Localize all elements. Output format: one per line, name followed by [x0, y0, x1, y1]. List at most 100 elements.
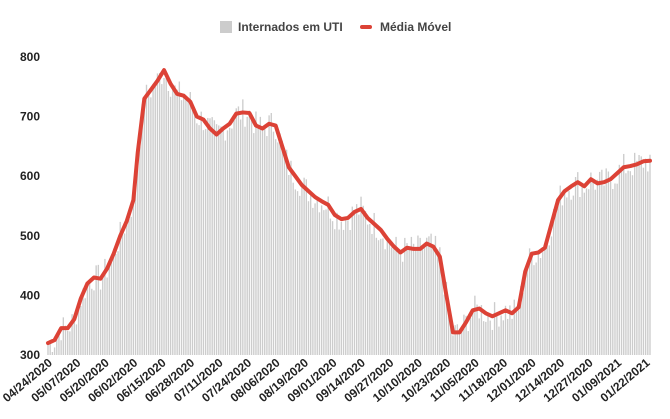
- icu-bar: [436, 249, 439, 355]
- icu-bar: [176, 89, 178, 355]
- icu-bar: [266, 136, 268, 355]
- icu-bar: [478, 318, 480, 355]
- icu-bar: [193, 113, 196, 356]
- icu-bar: [198, 125, 200, 355]
- legend: Internados em UTI Média Móvel: [0, 20, 670, 38]
- icu-bar: [53, 347, 56, 355]
- icu-bar: [121, 232, 124, 355]
- icu-bar: [235, 108, 237, 355]
- icu-bar: [224, 140, 226, 355]
- icu-bar: [504, 305, 507, 355]
- icu-bar: [312, 207, 314, 355]
- icu-bar: [520, 285, 522, 355]
- icu-bar: [649, 154, 651, 355]
- legend-label-line: Média Móvel: [380, 20, 452, 34]
- icu-bar: [106, 277, 108, 355]
- icu-bar: [274, 139, 277, 355]
- icu-bar: [524, 276, 526, 355]
- icu-bar: [130, 216, 132, 355]
- icu-bar: [634, 152, 636, 355]
- icu-bar: [172, 89, 174, 356]
- icu-bar: [255, 111, 257, 355]
- icu-bar: [200, 111, 202, 355]
- icu-bar: [605, 168, 607, 355]
- icu-bar: [161, 84, 163, 355]
- icu-bar: [428, 236, 430, 355]
- icu-bar: [349, 230, 351, 355]
- icu-bar: [382, 238, 384, 355]
- icu-bar: [647, 171, 649, 355]
- icu-bar: [303, 177, 305, 355]
- icu-bar: [397, 249, 399, 355]
- icu-bar: [294, 189, 297, 355]
- icu-bar: [640, 156, 642, 355]
- icu-bar: [629, 171, 631, 355]
- icu-bar: [257, 127, 259, 355]
- icu-bar: [377, 240, 380, 355]
- icu-bar: [113, 248, 115, 355]
- icu-bar: [491, 329, 494, 355]
- icu-bar: [180, 100, 183, 356]
- icu-bar: [623, 153, 625, 355]
- icu-bar: [316, 198, 318, 355]
- icu-bar: [614, 183, 616, 355]
- icu-bar: [366, 224, 369, 355]
- icu-bar: [123, 233, 126, 355]
- icu-bar: [476, 304, 478, 355]
- icu-bar: [603, 185, 605, 355]
- icu-bar: [307, 201, 310, 355]
- icu-bar: [183, 97, 185, 355]
- icu-bar: [548, 245, 550, 355]
- icu-bar: [288, 174, 290, 355]
- icu-bar: [75, 324, 78, 355]
- icu-bar: [555, 209, 557, 355]
- icu-bar: [620, 166, 623, 355]
- icu-bar: [156, 73, 159, 356]
- icu-bar: [577, 172, 579, 355]
- icu-bar: [384, 249, 386, 355]
- icu-bar: [598, 171, 601, 355]
- icu-bar: [642, 167, 645, 355]
- icu-bar: [84, 298, 86, 355]
- icu-bar: [443, 294, 445, 355]
- icu-bar: [108, 265, 110, 355]
- icu-bar: [596, 179, 599, 355]
- icu-bar: [143, 106, 145, 355]
- icu-bar: [264, 127, 266, 355]
- icu-bar: [507, 318, 509, 355]
- icu-bar: [395, 236, 397, 355]
- icu-bar: [285, 149, 288, 355]
- icu-bar: [202, 130, 205, 355]
- icu-bar: [336, 212, 338, 355]
- icu-bar: [67, 330, 69, 355]
- icu-bar: [239, 119, 242, 355]
- icu-bar: [301, 184, 303, 355]
- icu-bar: [56, 337, 58, 355]
- legend-label-bars: Internados em UTI: [238, 20, 343, 34]
- icu-bar: [213, 120, 216, 355]
- icu-bar: [515, 306, 518, 355]
- icu-bar: [612, 189, 614, 355]
- icu-bar: [631, 175, 634, 355]
- icu-bar: [467, 331, 469, 355]
- icu-bar: [49, 340, 51, 355]
- icu-bar: [115, 253, 117, 355]
- icu-bar: [178, 81, 181, 355]
- icu-bar: [445, 281, 448, 355]
- icu-bar: [69, 331, 71, 355]
- icu-bar: [187, 101, 189, 356]
- icu-bar: [454, 325, 456, 355]
- icu-bar: [281, 140, 283, 355]
- icu-bar: [493, 302, 496, 355]
- icu-bar: [542, 252, 544, 355]
- icu-bar: [511, 318, 513, 355]
- icu-bar: [388, 243, 391, 355]
- icu-bar: [233, 120, 235, 355]
- legend-swatch-bars: [220, 21, 232, 33]
- icu-bar: [207, 117, 209, 355]
- icu-bar: [248, 110, 251, 355]
- icu-bar: [250, 118, 253, 355]
- icu-bar: [104, 258, 106, 355]
- icu-bar: [537, 252, 540, 355]
- icu-bar: [91, 288, 93, 355]
